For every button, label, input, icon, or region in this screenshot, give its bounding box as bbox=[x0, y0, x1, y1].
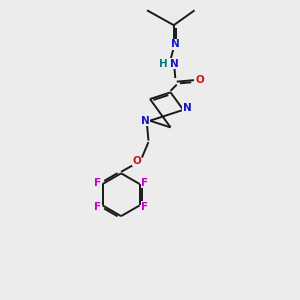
Text: H: H bbox=[159, 59, 168, 69]
Text: F: F bbox=[94, 178, 101, 188]
Text: N: N bbox=[170, 59, 179, 69]
Text: O: O bbox=[132, 155, 141, 166]
Text: F: F bbox=[94, 202, 101, 212]
Text: F: F bbox=[141, 178, 148, 188]
Text: N: N bbox=[141, 116, 150, 126]
Text: N: N bbox=[172, 40, 180, 50]
Text: O: O bbox=[196, 75, 204, 85]
Text: N: N bbox=[183, 103, 191, 113]
Text: F: F bbox=[141, 202, 148, 212]
